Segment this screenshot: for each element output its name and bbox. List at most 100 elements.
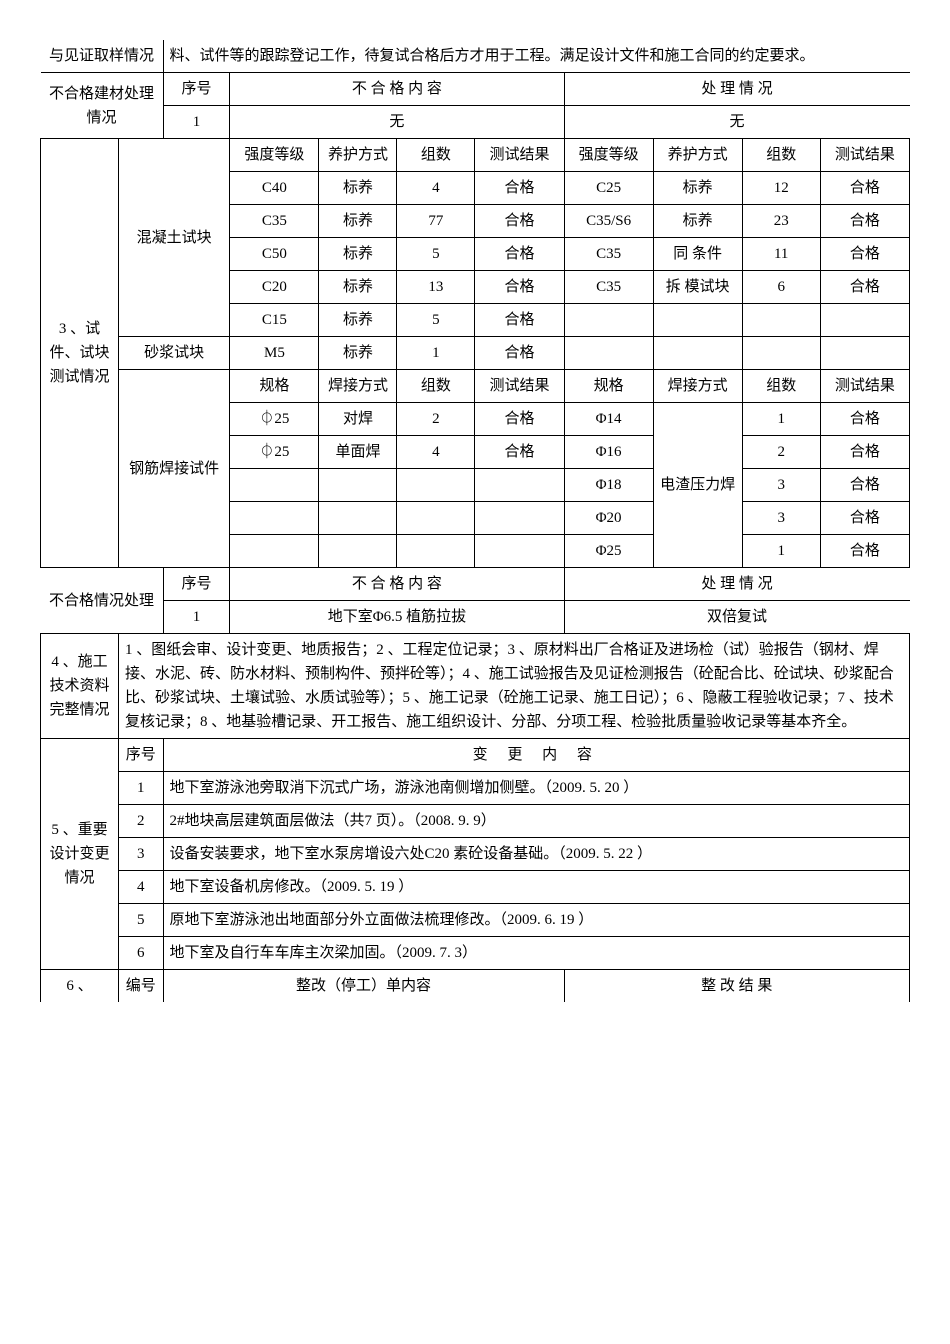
cell <box>564 304 653 337</box>
groups2-header: 组数 <box>742 139 820 172</box>
section4-label: 4 、施工技术资料完整情况 <box>41 634 119 739</box>
spec2-header: 规格 <box>564 370 653 403</box>
witness-sampling-label: 与见证取样情况 <box>41 40 164 73</box>
cell: 5 <box>397 304 475 337</box>
cell: 对焊 <box>319 403 397 436</box>
cell <box>230 502 319 535</box>
cell: 合格 <box>820 502 909 535</box>
cell <box>319 469 397 502</box>
cell: 13 <box>397 271 475 304</box>
content-header: 不 合 格 内 容 <box>230 568 564 601</box>
content-val: 地下室Φ6.5 植筋拉拔 <box>230 601 564 634</box>
cell <box>820 337 909 370</box>
seq-1: 1 <box>163 106 230 139</box>
seq: 3 <box>118 838 163 871</box>
cell: 标养 <box>319 271 397 304</box>
groups-header: 组数 <box>397 370 475 403</box>
document-page: 与见证取样情况 料、试件等的跟踪登记工作，待复试合格后方才用于工程。满足设计文件… <box>40 40 910 1002</box>
cell: Φ25 <box>564 535 653 568</box>
cell: 77 <box>397 205 475 238</box>
cell: 标养 <box>653 205 742 238</box>
result2-header: 测试结果 <box>820 139 909 172</box>
nonconform-action-header: 处 理 情 况 <box>564 73 909 106</box>
result-header: 测试结果 <box>475 370 564 403</box>
cure2-header: 养护方式 <box>653 139 742 172</box>
change-content: 设备安装要求，地下室水泵房增设六处C20 素砼设备基础。（2009. 5. 22… <box>163 838 909 871</box>
groups2-header: 组数 <box>742 370 820 403</box>
groups-header: 组数 <box>397 139 475 172</box>
cell: 标养 <box>653 172 742 205</box>
cell <box>397 535 475 568</box>
cell: C15 <box>230 304 319 337</box>
nonconform2-label: 不合格情况处理 <box>41 568 164 634</box>
cell: 合格 <box>475 271 564 304</box>
seq: 2 <box>118 805 163 838</box>
change-content: 地下室设备机房修改。（2009. 5. 19 ） <box>163 871 909 904</box>
weld-merged-cell: 电渣压力焊 <box>653 403 742 568</box>
cell: 合格 <box>475 337 564 370</box>
seq: 4 <box>118 871 163 904</box>
cell: 标养 <box>319 172 397 205</box>
cell <box>475 469 564 502</box>
weld2-header: 焊接方式 <box>653 370 742 403</box>
seq-header: 序号 <box>163 568 230 601</box>
mortar-block-label: 砂浆试块 <box>118 337 229 370</box>
seq: 1 <box>118 772 163 805</box>
cell: 合格 <box>820 238 909 271</box>
cell: 标养 <box>319 304 397 337</box>
cell: C25 <box>564 172 653 205</box>
cell <box>230 535 319 568</box>
cell: 23 <box>742 205 820 238</box>
cell: 合格 <box>475 238 564 271</box>
cell <box>230 469 319 502</box>
cell: 标养 <box>319 205 397 238</box>
cell: 5 <box>397 238 475 271</box>
cell: 合格 <box>820 403 909 436</box>
cell: 单面焊 <box>319 436 397 469</box>
result-header: 测试结果 <box>475 139 564 172</box>
cell: 12 <box>742 172 820 205</box>
cell: C35 <box>230 205 319 238</box>
cell: 2 <box>397 403 475 436</box>
change-content: 地下室游泳池旁取消下沉式广场，游泳池南侧增加侧壁。（2009. 5. 20 ） <box>163 772 909 805</box>
cell: 拆 模试块 <box>653 271 742 304</box>
cell: 6 <box>742 271 820 304</box>
cell: 3 <box>742 469 820 502</box>
cell: ⏀25 <box>230 436 319 469</box>
cell: 标养 <box>319 337 397 370</box>
cell <box>475 535 564 568</box>
strength-header: 强度等级 <box>230 139 319 172</box>
cell: 合格 <box>820 205 909 238</box>
cell <box>564 337 653 370</box>
cell: ⏀25 <box>230 403 319 436</box>
rebar-weld-label: 钢筋焊接试件 <box>118 370 229 568</box>
cell: 2 <box>742 436 820 469</box>
section3-label: 3 、试件、试块测试情况 <box>41 139 119 568</box>
seq: 6 <box>118 937 163 970</box>
section5-label: 5 、重要设计变更情况 <box>41 739 119 970</box>
cell: 4 <box>397 172 475 205</box>
section6-label: 6 、 <box>41 970 119 1003</box>
cell: Φ16 <box>564 436 653 469</box>
cell: 1 <box>397 337 475 370</box>
cell: Φ14 <box>564 403 653 436</box>
rectify-result-header: 整 改 结 果 <box>564 970 909 1003</box>
seq-header: 序号 <box>163 73 230 106</box>
cell: C20 <box>230 271 319 304</box>
cell: 标养 <box>319 238 397 271</box>
nonconform-content-val: 无 <box>230 106 564 139</box>
rectify-content-header: 整改（停工）单内容 <box>163 970 564 1003</box>
change-content: 地下室及自行车车库主次梁加固。（2009. 7. 3） <box>163 937 909 970</box>
cell: 合格 <box>475 172 564 205</box>
cell <box>653 304 742 337</box>
cell: Φ18 <box>564 469 653 502</box>
cure-header: 养护方式 <box>319 139 397 172</box>
change-content-header: 变 更 内 容 <box>163 739 909 772</box>
cell: 合格 <box>820 172 909 205</box>
cell: 1 <box>742 535 820 568</box>
change-content: 2#地块高层建筑面层做法（共7 页）。（2008. 9. 9） <box>163 805 909 838</box>
cell <box>475 502 564 535</box>
cell: M5 <box>230 337 319 370</box>
action-header: 处 理 情 况 <box>564 568 909 601</box>
seq-header: 编号 <box>118 970 163 1003</box>
